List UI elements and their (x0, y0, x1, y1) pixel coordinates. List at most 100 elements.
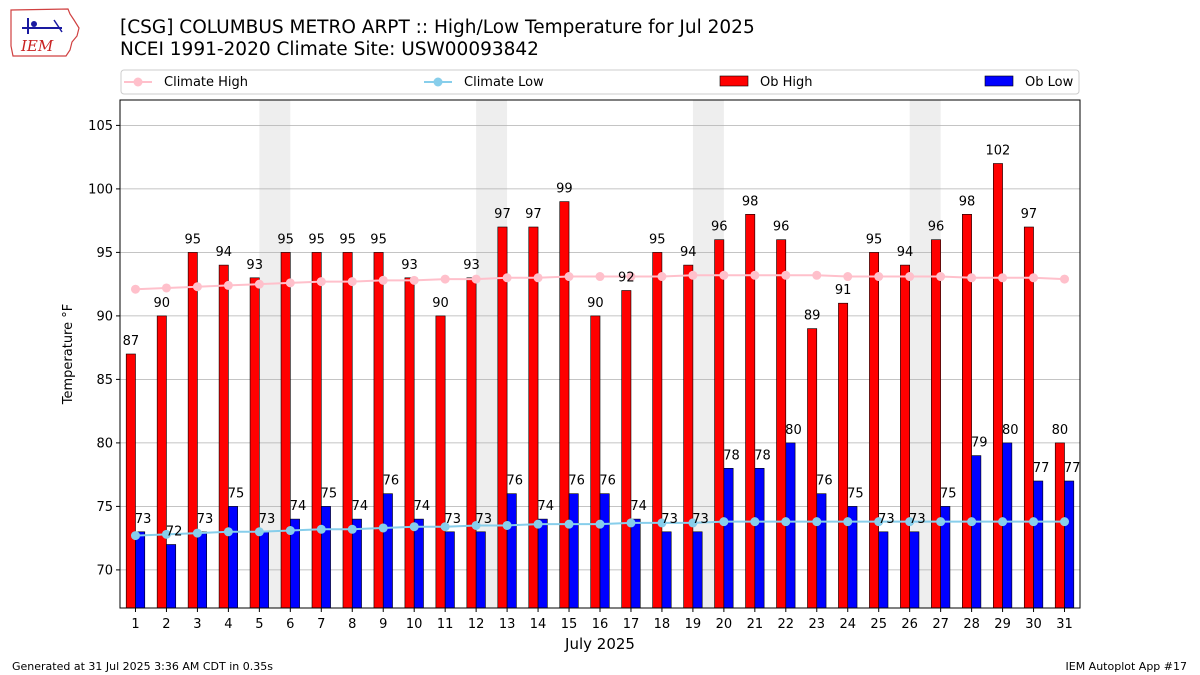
legend-ob-high: Ob High (719, 75, 813, 90)
legend-climate-high: Climate High (124, 75, 248, 90)
ob-high-label: 96 (928, 220, 945, 235)
ob-high-label: 94 (680, 245, 697, 260)
ob-low-label: 78 (754, 448, 771, 463)
climate-low-point (533, 519, 543, 529)
ob-low-bar (259, 531, 269, 609)
x-axis-label: July 2025 (564, 635, 635, 653)
climate-low-point (471, 520, 481, 530)
ob-high-label: 90 (587, 296, 604, 311)
climate-low-point (595, 519, 605, 529)
legend-ob-high-swatch (719, 75, 749, 87)
ob-high-label: 80 (1052, 423, 1069, 438)
ob-high-bar (280, 252, 291, 609)
y-tick-label: 90 (96, 309, 113, 324)
climate-low-point (936, 517, 946, 527)
x-tick-label: 4 (224, 617, 232, 632)
x-tick-label: 2 (162, 617, 170, 632)
ob-low-label: 74 (537, 499, 554, 514)
climate-high-point (719, 270, 729, 280)
climate-high-point (781, 270, 791, 280)
x-tick-label: 18 (654, 617, 671, 632)
legend-box (120, 69, 1080, 95)
ob-low-label: 79 (971, 436, 988, 451)
climate-high-point (502, 273, 512, 283)
ob-high-bar (404, 277, 415, 609)
x-tick-label: 10 (406, 617, 423, 632)
ob-high-bar (1023, 226, 1034, 609)
ob-low-label: 76 (506, 474, 523, 489)
x-tick-label: 1 (131, 617, 139, 632)
ob-high-bar (714, 239, 725, 609)
ob-low-bar (475, 531, 486, 609)
ob-high-bar (497, 226, 508, 609)
climate-high-point (998, 273, 1008, 283)
climate-low-point (1029, 517, 1039, 527)
climate-high-point (285, 278, 295, 288)
legend-climate-high-label: Climate High (164, 75, 248, 90)
ob-high-bar (590, 315, 601, 609)
ob-high-bar (559, 201, 570, 609)
ob-high-bar (466, 277, 477, 609)
climate-high-point (440, 274, 450, 284)
x-tick-label: 28 (963, 617, 980, 632)
ob-low-label: 74 (352, 499, 369, 514)
ob-low-label: 80 (785, 423, 802, 438)
x-tick-label: 6 (286, 617, 294, 632)
x-tick-label: 11 (437, 617, 454, 632)
ob-high-label: 96 (773, 220, 790, 235)
climate-low-point (657, 518, 667, 528)
climate-low-point (409, 522, 419, 532)
ob-high-label: 95 (866, 232, 883, 247)
ob-high-label: 94 (215, 245, 232, 260)
ob-low-label: 76 (599, 474, 616, 489)
ob-high-bar (652, 252, 663, 609)
ob-low-bar (661, 531, 672, 609)
legend-climate-high-marker (133, 77, 143, 87)
ob-low-label: 75 (228, 486, 245, 501)
ob-high-bar (218, 264, 229, 609)
ob-low-bar (971, 455, 982, 609)
climate-high-point (192, 282, 202, 292)
climate-high-point (471, 274, 481, 284)
ob-high-bar (528, 226, 539, 609)
x-tick-label: 16 (592, 617, 609, 632)
climate-low-point (626, 518, 636, 528)
ob-high-label: 93 (401, 258, 418, 273)
ob-low-bar (444, 531, 455, 609)
ob-low-bar (692, 531, 703, 609)
ob-low-label: 73 (135, 512, 152, 527)
ob-high-label: 95 (185, 232, 202, 247)
ob-high-bar (187, 252, 198, 609)
climate-high-point (657, 272, 667, 282)
ob-low-label: 80 (1002, 423, 1019, 438)
climate-high-point (347, 277, 357, 287)
climate-low-point (750, 517, 760, 527)
ob-low-bar (909, 531, 920, 609)
ob-high-bar (342, 252, 353, 609)
iem-logo-text: IEM (20, 37, 54, 55)
ob-low-bar (630, 518, 641, 609)
ob-low-label: 72 (166, 525, 183, 540)
climate-high-point (533, 273, 543, 283)
climate-low-point (285, 526, 295, 536)
ob-high-label: 97 (494, 207, 511, 222)
ob-high-bar (900, 264, 910, 609)
x-tick-label: 21 (747, 617, 764, 632)
ob-high-bar (621, 290, 632, 609)
ob-low-bar (1033, 480, 1044, 609)
y-tick-label: 80 (96, 436, 113, 451)
climate-high-point (626, 272, 636, 282)
ob-high-label: 87 (123, 334, 140, 349)
ob-low-label: 77 (1064, 461, 1081, 476)
ob-high-label: 92 (618, 271, 635, 286)
climate-low-point (967, 517, 977, 527)
ob-high-label: 95 (339, 232, 356, 247)
climate-high-point (223, 280, 233, 290)
ob-high-bar (311, 252, 322, 609)
climate-high-point (905, 272, 915, 282)
ob-high-label: 98 (959, 194, 976, 209)
ob-low-label: 74 (630, 499, 647, 514)
y-tick-label: 105 (88, 119, 113, 134)
ob-high-label: 93 (246, 258, 263, 273)
ob-high-bar (807, 328, 818, 609)
